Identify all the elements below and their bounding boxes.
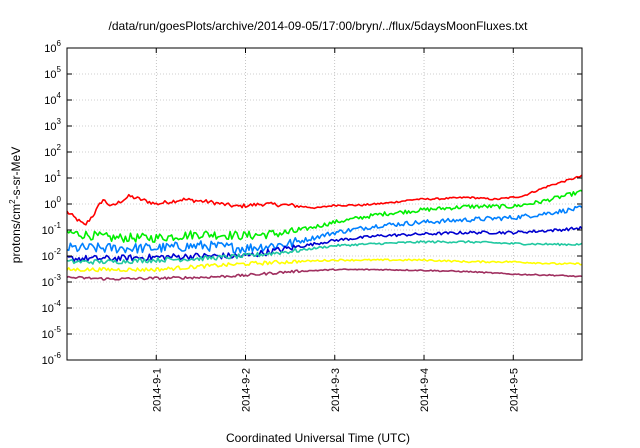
y-tick-label: 10-6	[42, 351, 62, 367]
series-line-7	[66, 268, 583, 281]
y-tick-label: 100	[44, 195, 61, 211]
series-line-4	[66, 226, 583, 263]
series-line-5	[66, 240, 583, 265]
y-tick-label: 10-2	[42, 247, 62, 263]
y-tick-label: 10-5	[42, 325, 62, 341]
y-tick-label: 10-1	[42, 221, 62, 237]
axis-ticks: 106 105 104 103 102 101 100 10-1 10-2 10-3 10-4 10-…	[42, 39, 582, 412]
series-line-6	[66, 258, 583, 273]
y-tick-label: 106	[44, 39, 61, 55]
y-axis-title-sup: 2	[8, 199, 17, 204]
chart-title: /data/run/goesPlots/archive/2014-09-05/1…	[109, 19, 529, 33]
x-tick-label: 2014-9-1	[151, 368, 163, 412]
y-tick-label: 102	[44, 143, 61, 159]
grid-lines	[67, 48, 582, 360]
y-tick-label: 105	[44, 65, 61, 81]
y-axis-title: protons/cm2-s-sr-MeV	[8, 147, 23, 263]
series-line-2	[66, 189, 583, 243]
x-tick-label: 2014-9-2	[241, 368, 253, 412]
x-tick-label: 2014-9-4	[419, 368, 431, 412]
x-axis-title: Coordinated Universal Time (UTC)	[226, 431, 410, 445]
series-line-3	[66, 205, 583, 254]
y-tick-label: 10-3	[42, 273, 62, 289]
y-tick-label: 101	[44, 169, 61, 185]
series-lines	[66, 174, 583, 281]
x-tick-label: 2014-9-3	[330, 368, 342, 412]
y-tick-label: 10-4	[42, 299, 62, 315]
series-line-1	[66, 174, 583, 226]
y-tick-label: 104	[44, 91, 61, 107]
x-tick-label: 2014-9-5	[508, 368, 520, 412]
y-axis-title-base: protons/cm	[9, 204, 23, 263]
y-axis-title-rest: -s-sr-MeV	[9, 147, 23, 200]
y-tick-label: 103	[44, 117, 61, 133]
